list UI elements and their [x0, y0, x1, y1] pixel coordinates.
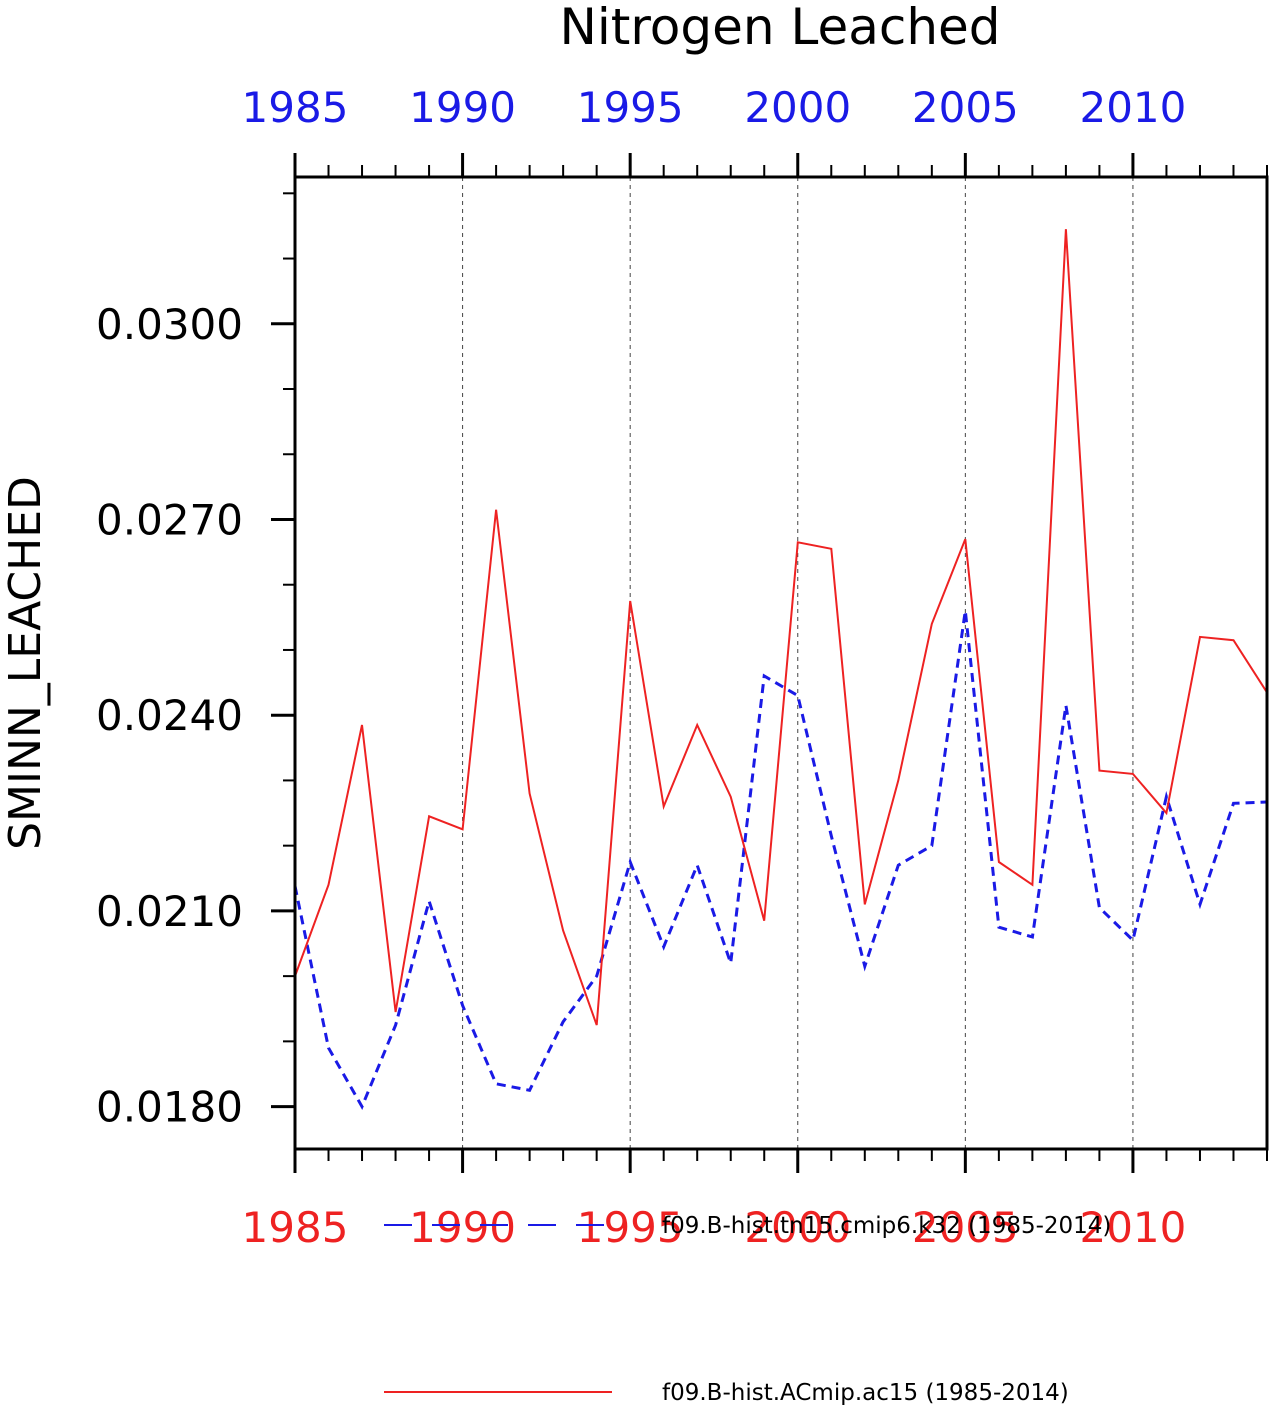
series-line-1 — [294, 229, 1268, 1026]
y-axis-label: SMINN_LEACHED — [0, 476, 51, 850]
chart-title: Nitrogen Leached — [559, 0, 1000, 56]
y-tick-label-2: 0.0240 — [96, 691, 243, 740]
x-tick-label-top-1990: 1990 — [409, 83, 516, 132]
x-tick-label-bottom-2005: 2005 — [912, 1203, 1019, 1252]
legend-label-0: f09.B-hist.tn15.cmip6.k32 (1985-2014) — [662, 1213, 1111, 1239]
x-tick-label-bottom-1985: 1985 — [242, 1203, 349, 1252]
legend: f09.B-hist.tn15.cmip6.k32 (1985-2014) f09… — [384, 1213, 1111, 1406]
y-tick-label-0: 0.0180 — [96, 1083, 243, 1132]
series-layer — [293, 229, 1268, 1111]
x-tick-label-top-2005: 2005 — [912, 83, 1019, 132]
x-tick-label-bottom-2000: 2000 — [744, 1203, 851, 1252]
y-tick-label-1: 0.0210 — [96, 887, 243, 936]
y-tick-label-3: 0.0270 — [96, 495, 243, 544]
series-line-0 — [293, 610, 1268, 1111]
x-tick-label-top-1985: 1985 — [242, 83, 349, 132]
grid-lines — [462, 177, 1134, 1149]
x-tick-label-top-1995: 1995 — [577, 83, 684, 132]
x-tick-label-bottom-1990: 1990 — [409, 1203, 516, 1252]
y-tick-label-4: 0.0300 — [96, 300, 243, 349]
axes: 1985 1985 1990 1990 1995 1995 2000 2000 2005 2005… — [96, 83, 1268, 1252]
plot-frame — [293, 175, 1269, 1151]
x-tick-label-bottom-1995: 1995 — [577, 1203, 684, 1252]
x-tick-label-bottom-2010: 2010 — [1079, 1203, 1186, 1252]
x-tick-label-top-2000: 2000 — [744, 83, 851, 132]
legend-label-1: f09.B-hist.ACmip.ac15 (1985-2014) — [662, 1380, 1069, 1406]
x-tick-label-top-2010: 2010 — [1079, 83, 1186, 132]
